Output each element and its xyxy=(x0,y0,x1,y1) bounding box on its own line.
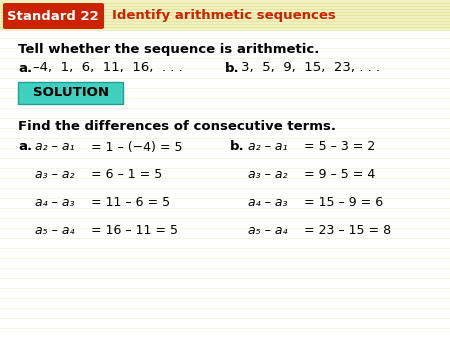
Text: SOLUTION: SOLUTION xyxy=(32,87,108,99)
Text: Tell whether the sequence is arithmetic.: Tell whether the sequence is arithmetic. xyxy=(18,43,319,55)
Text: a₃ – a₂: a₃ – a₂ xyxy=(248,169,288,182)
Text: 3,  5,  9,  15,  23, . . .: 3, 5, 9, 15, 23, . . . xyxy=(241,62,380,74)
Text: a₅ – a₄: a₅ – a₄ xyxy=(248,224,288,238)
Text: b.: b. xyxy=(225,62,239,74)
Text: a₅ – a₄: a₅ – a₄ xyxy=(35,224,75,238)
Text: a₄ – a₃: a₄ – a₃ xyxy=(35,196,75,210)
Text: a₂ – a₁: a₂ – a₁ xyxy=(248,141,288,153)
Text: Find the differences of consecutive terms.: Find the differences of consecutive term… xyxy=(18,120,336,132)
Text: a₄ – a₃: a₄ – a₃ xyxy=(248,196,288,210)
Text: Standard 22: Standard 22 xyxy=(7,9,99,23)
Text: = 1 – (−4) = 5: = 1 – (−4) = 5 xyxy=(87,141,183,153)
Text: Identify arithmetic sequences: Identify arithmetic sequences xyxy=(112,9,336,23)
Bar xyxy=(18,82,123,104)
Text: = 6 – 1 = 5: = 6 – 1 = 5 xyxy=(87,169,162,182)
FancyBboxPatch shape xyxy=(3,3,104,29)
Text: = 11 – 6 = 5: = 11 – 6 = 5 xyxy=(87,196,170,210)
Text: = 23 – 15 = 8: = 23 – 15 = 8 xyxy=(300,224,391,238)
Bar xyxy=(0,0,450,30)
Text: a₃ – a₂: a₃ – a₂ xyxy=(35,169,75,182)
Text: –4,  1,  6,  11,  16,  . . .: –4, 1, 6, 11, 16, . . . xyxy=(33,62,183,74)
Text: = 9 – 5 = 4: = 9 – 5 = 4 xyxy=(300,169,375,182)
Text: a₂ – a₁: a₂ – a₁ xyxy=(35,141,75,153)
Text: b.: b. xyxy=(230,141,245,153)
Text: = 15 – 9 = 6: = 15 – 9 = 6 xyxy=(300,196,383,210)
Text: = 16 – 11 = 5: = 16 – 11 = 5 xyxy=(87,224,178,238)
Text: = 5 – 3 = 2: = 5 – 3 = 2 xyxy=(300,141,375,153)
Text: a.: a. xyxy=(18,62,32,74)
Text: a.: a. xyxy=(18,141,32,153)
